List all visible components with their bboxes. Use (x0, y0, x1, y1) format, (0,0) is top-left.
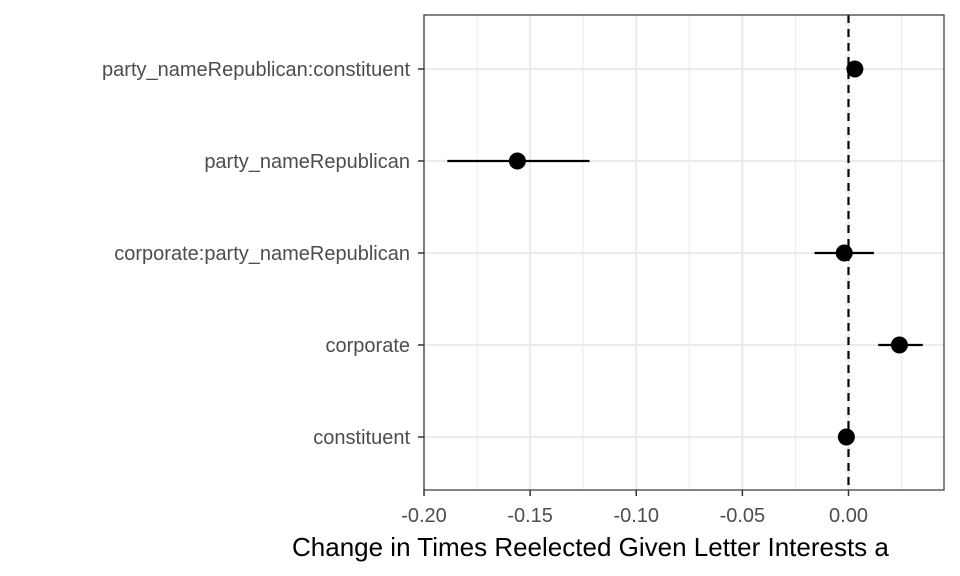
estimate-point (508, 152, 526, 170)
x-axis-title: Change in Times Reelected Given Letter I… (292, 532, 889, 562)
y-tick-label: corporate (326, 335, 411, 357)
x-tick-label: -0.05 (720, 505, 766, 527)
x-tick-label: -0.20 (401, 505, 447, 527)
y-tick-label: corporate:party_nameRepublican (114, 243, 410, 265)
y-tick-label: party_nameRepublican:constituent (102, 59, 410, 81)
x-tick-label: -0.10 (613, 505, 659, 527)
estimate-point (846, 60, 864, 78)
estimate-point (835, 244, 853, 262)
x-axis: -0.20 -0.15 -0.10 -0.05 0.00 (401, 490, 868, 527)
y-tick-label: party_nameRepublican (204, 151, 410, 173)
x-tick-label: -0.15 (507, 505, 553, 527)
estimate-point (890, 336, 908, 354)
x-tick-label: 0.00 (829, 505, 868, 527)
estimate-points (508, 60, 908, 446)
estimate-point (837, 428, 855, 446)
y-tick-label: constituent (313, 427, 410, 449)
y-axis: party_nameRepublican:constituent party_na… (102, 59, 424, 449)
